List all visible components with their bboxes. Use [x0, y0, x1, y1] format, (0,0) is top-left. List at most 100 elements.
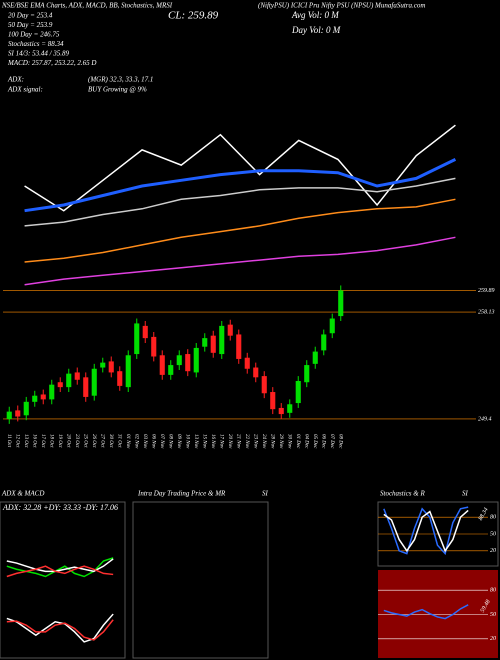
- x-tick-label: 18 Oct: [49, 434, 54, 448]
- candle-body: [66, 373, 72, 388]
- x-tick-label: 16 Nov: [210, 434, 215, 449]
- candle-body: [23, 401, 29, 416]
- day-vol: Day Vol: 0 M: [291, 25, 341, 35]
- series-line: [24, 236, 456, 286]
- x-tick-label: 12 Oct: [15, 434, 20, 448]
- x-tick-label: 08 Dec: [338, 434, 343, 449]
- y-tick-label: 80: [490, 588, 496, 594]
- series-line: [24, 124, 456, 212]
- x-tick-label: 02 Nov: [134, 434, 139, 449]
- x-tick-label: 17 Nov: [219, 434, 224, 449]
- adx-signal-label: ADX signal:: [7, 86, 43, 94]
- x-tick-label: 07 Dec: [329, 434, 334, 449]
- adx-panel: [0, 501, 126, 659]
- series-line: [383, 604, 469, 620]
- candle-body: [57, 382, 63, 388]
- x-tick-label: 05 Dec: [312, 434, 317, 449]
- y-tick-label: 20: [490, 636, 496, 642]
- x-tick-label: 23 Oct: [74, 434, 79, 448]
- avg-vol: Avg Vol: 0 M: [291, 10, 339, 20]
- x-tick-label: 30 Nov: [287, 434, 292, 449]
- candle-body: [185, 354, 191, 372]
- x-tick-label: 15 Nov: [202, 434, 207, 449]
- info-line: SI 14/3: 53.44 / 35.89: [8, 50, 70, 58]
- candle-body: [193, 347, 199, 373]
- adx-signal-value: BUY Growing @ 9%: [88, 86, 147, 94]
- candle-body: [287, 404, 293, 413]
- series-line: [6, 613, 114, 643]
- adx-label: ADX:: [7, 76, 24, 84]
- x-tick-label: 29 Nov: [278, 434, 283, 449]
- x-tick-label: 01 Nov: [125, 434, 130, 449]
- candle-body: [227, 324, 233, 336]
- candle-body: [329, 318, 335, 334]
- candle-body: [151, 336, 157, 357]
- x-tick-label: 01 Dec: [295, 434, 300, 449]
- x-tick-label: 28 Nov: [270, 434, 275, 449]
- x-tick-label: 24 Nov: [261, 434, 266, 449]
- candle-body: [40, 394, 46, 400]
- candle-body: [295, 381, 301, 404]
- x-tick-label: 21 Nov: [236, 434, 241, 449]
- candle-body: [304, 365, 310, 383]
- candle-body: [142, 325, 148, 339]
- x-tick-label: 19 Oct: [57, 434, 62, 448]
- candle-body: [108, 361, 114, 373]
- y-tick-label: 249.4: [478, 415, 492, 422]
- candle-body: [312, 351, 318, 364]
- series-line: [24, 198, 456, 263]
- y-tick-label: 50: [490, 531, 496, 537]
- x-tick-label: 11 Oct: [6, 434, 11, 448]
- x-tick-label: 10 Nov: [185, 434, 190, 449]
- panel-title: SI: [262, 490, 269, 498]
- intraday-panel: [132, 501, 269, 659]
- series-line: [383, 506, 469, 556]
- y-tick-label: 50: [490, 612, 496, 618]
- series-line: [383, 509, 469, 553]
- x-tick-label: 31 Oct: [117, 434, 122, 448]
- candle-body: [91, 368, 97, 396]
- x-tick-label: 09 Nov: [176, 434, 181, 449]
- info-line: MACD: 257.87, 253.22, 2.65 D: [7, 59, 96, 67]
- panel-title: ADX & MACD: [1, 490, 44, 498]
- panel-title: Stochastics & R: [380, 490, 425, 498]
- x-tick-label: 26 Oct: [91, 434, 96, 448]
- y-tick-label: 80: [490, 515, 496, 521]
- x-tick-label: 23 Nov: [253, 434, 258, 449]
- candle-body: [74, 372, 80, 380]
- adx-readout: ADX: 32.28 +DY: 33.33 -DY: 17.06: [2, 503, 118, 512]
- x-tick-label: 13 Nov: [193, 434, 198, 449]
- candle-body: [32, 395, 38, 402]
- candle-body: [244, 357, 250, 369]
- close: CL: 259.89: [168, 10, 219, 22]
- x-tick-label: 03 Nov: [142, 434, 147, 449]
- x-tick-label: 07 Nov: [159, 434, 164, 449]
- series-line: [6, 619, 114, 641]
- candle-body: [270, 392, 276, 410]
- candle-body: [83, 377, 89, 397]
- candle-body: [278, 407, 284, 415]
- panel-title: Intra Day Trading Price & MR: [137, 490, 226, 498]
- info-line: 50 Day = 253.9: [8, 21, 53, 29]
- x-tick-label: 16 Oct: [32, 434, 37, 448]
- candle-body: [219, 325, 225, 355]
- x-tick-label: 08 Nov: [168, 434, 173, 449]
- candle-body: [15, 410, 21, 417]
- info-line: 20 Day = 253.4: [8, 12, 53, 20]
- x-tick-label: 13 Oct: [23, 434, 28, 448]
- info-line: Stochastics = 88.34: [8, 40, 64, 48]
- series-line: [24, 158, 457, 213]
- series-line: [6, 565, 114, 578]
- x-tick-label: 30 Oct: [108, 434, 113, 448]
- name: (NiftyPSU) ICICI Pru Nifty PSU (NPSU) Mu…: [258, 2, 425, 10]
- candle-body: [117, 371, 123, 386]
- x-tick-label: 27 Oct: [100, 434, 105, 448]
- candle-body: [49, 384, 55, 400]
- candle-body: [253, 367, 259, 378]
- adx-value: (MGR) 32.3, 33.3, 17.1: [88, 76, 153, 84]
- x-tick-label: 25 Oct: [83, 434, 88, 448]
- x-tick-label: 20 Oct: [66, 434, 71, 448]
- candle-body: [176, 355, 182, 366]
